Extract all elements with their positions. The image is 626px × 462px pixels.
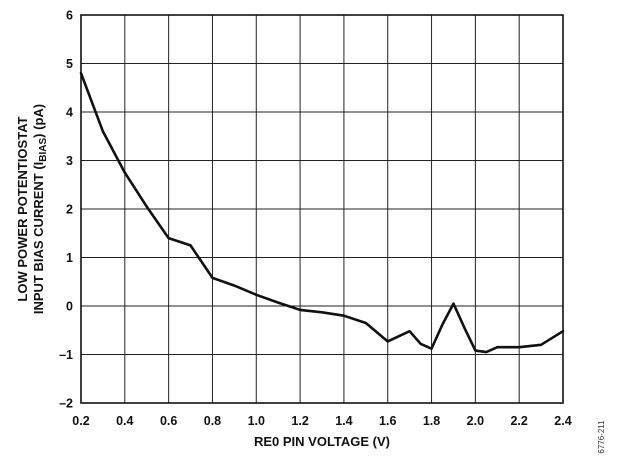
x-tick-label: 1.6 bbox=[379, 414, 396, 428]
y-axis-title-line2: INPUT BIAS CURRENT (IBIAS) (pA) bbox=[31, 104, 49, 314]
x-tick-label: 0.8 bbox=[204, 414, 221, 428]
y-axis-title-prefix: INPUT BIAS CURRENT (I bbox=[31, 162, 46, 314]
x-tick-label: 2.2 bbox=[510, 414, 527, 428]
y-tick-label: –2 bbox=[59, 397, 73, 411]
y-axis-title-line1: LOW POWER POTENTIOSTAT bbox=[15, 116, 30, 301]
figure-code: 6776-211 bbox=[597, 420, 606, 454]
y-axis-title-subscript: BIAS bbox=[38, 138, 49, 162]
y-tick-label: 1 bbox=[66, 251, 73, 265]
x-tick-label: 0.4 bbox=[116, 414, 133, 428]
x-axis-title: RE0 PIN VOLTAGE (V) bbox=[254, 434, 390, 449]
x-tick-label: 2.4 bbox=[554, 414, 571, 428]
y-tick-label: 2 bbox=[66, 203, 73, 217]
y-tick-label: –1 bbox=[59, 348, 73, 362]
y-tick-label: 6 bbox=[66, 9, 73, 23]
y-tick-label: 4 bbox=[66, 106, 73, 120]
x-tick-label: 2.0 bbox=[467, 414, 484, 428]
y-tick-label: 5 bbox=[66, 57, 73, 71]
x-tick-label: 0.2 bbox=[72, 414, 89, 428]
grid bbox=[80, 14, 564, 404]
x-tick-label: 1.0 bbox=[248, 414, 265, 428]
y-tick-label: 0 bbox=[66, 300, 73, 314]
bias-current-line bbox=[79, 71, 565, 354]
y-tick-label: 3 bbox=[66, 154, 73, 168]
y-axis-title: LOW POWER POTENTIOSTAT INPUT BIAS CURREN… bbox=[15, 104, 49, 314]
x-tick-label: 0.6 bbox=[160, 414, 177, 428]
x-tick-label: 1.4 bbox=[335, 414, 352, 428]
x-tick-label: 1.8 bbox=[423, 414, 440, 428]
x-axis-ticks: 0.2 0.4 0.6 0.8 1.0 1.2 1.4 1.6 1.8 2.0 2.2 2.4 bbox=[72, 414, 571, 428]
x-tick-label: 1.2 bbox=[291, 414, 308, 428]
y-axis-title-suffix: ) (pA) bbox=[31, 104, 46, 138]
y-axis-ticks: 6 5 4 3 2 1 0 –1 –2 bbox=[59, 9, 73, 411]
plot-frame bbox=[80, 14, 564, 404]
